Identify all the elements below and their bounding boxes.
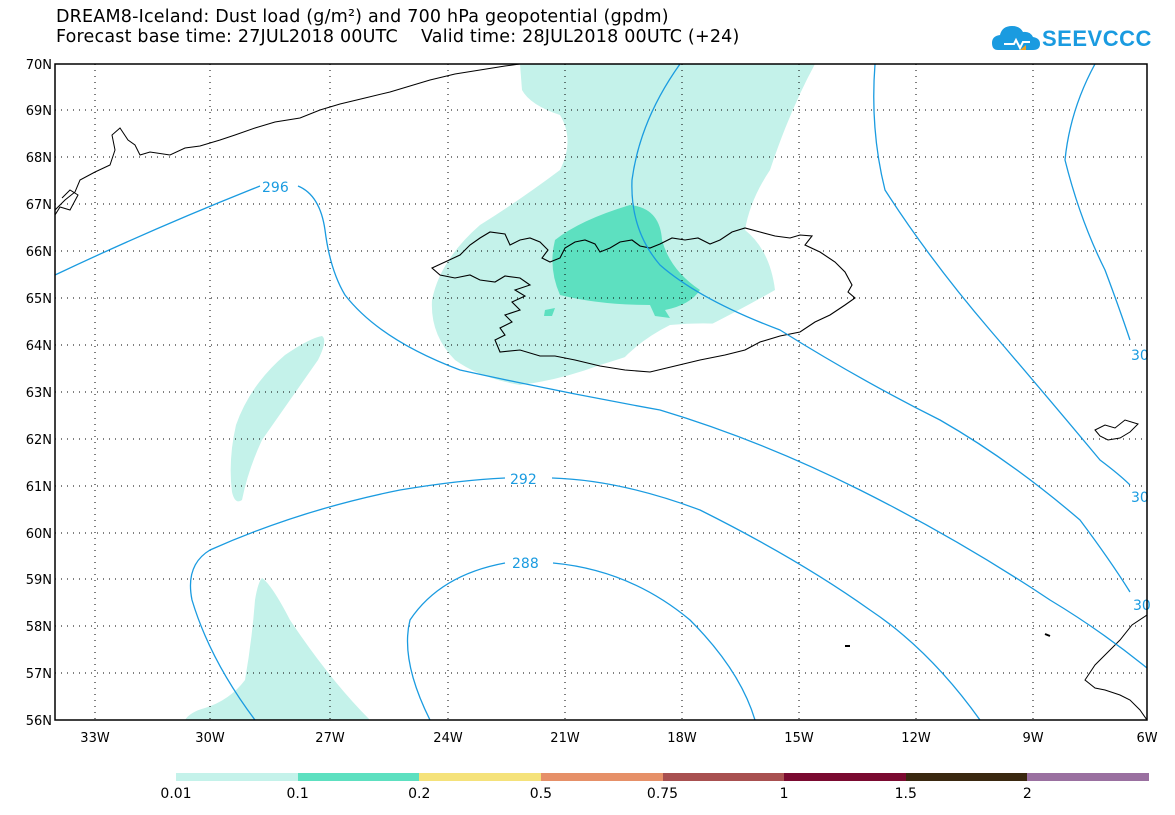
contour-292 [189, 477, 981, 720]
latitude-label: 67N [26, 198, 52, 213]
island-dot [1044, 633, 1051, 637]
longitude-label: 27W [315, 731, 345, 746]
logo-text: SEEVCCC [1042, 26, 1152, 51]
longitude-label: 33W [80, 731, 110, 746]
latitude-label: 66N [26, 245, 52, 260]
faroe-coastline [1094, 419, 1139, 441]
contour-label-292: 292 [510, 472, 537, 488]
latitude-label: 56N [26, 714, 52, 729]
contour-300c [1064, 64, 1131, 341]
legend-swatch [784, 773, 906, 781]
longitude-label: 6W [1136, 731, 1157, 746]
grid-lines [55, 64, 1147, 720]
latitude-label: 63N [26, 386, 52, 401]
contour-label-296: 296 [262, 180, 289, 196]
contour-296 [55, 185, 1147, 669]
legend-label: 0.75 [646, 786, 679, 802]
longitude-label: 24W [433, 731, 463, 746]
latitude-label: 68N [26, 151, 52, 166]
latitude-axis: 70N 69N 68N 67N 66N 65N 64N 63N 62N 61N 60N 59N 58N 5… [26, 58, 52, 729]
latitude-label: 61N [26, 480, 52, 495]
legend-label: 0.2 [408, 786, 431, 802]
latitude-label: 58N [26, 620, 52, 635]
legend-swatch [662, 773, 785, 781]
color-legend [176, 773, 1149, 781]
contour-label-300-a: 30 [1131, 348, 1149, 364]
contour-300a [631, 64, 1131, 593]
longitude-label: 21W [550, 731, 580, 746]
legend-label: 1 [779, 786, 789, 802]
latitude-label: 64N [26, 339, 52, 354]
iceland-coastline [430, 227, 856, 373]
legend-swatch [540, 773, 663, 781]
longitude-axis: 33W 30W 27W 24W 21W 18W 15W 12W 9W 6W [80, 731, 1157, 746]
legend-label: 2 [1022, 786, 1032, 802]
contour-300b [873, 64, 1131, 486]
legend-label: 0.5 [529, 786, 553, 802]
longitude-label: 15W [784, 731, 814, 746]
contour-288 [406, 562, 756, 720]
legend-swatch [419, 773, 541, 781]
latitude-label: 57N [26, 667, 52, 682]
legend-swatch [905, 773, 1028, 781]
map-area [55, 64, 1147, 720]
legend-swatch [297, 773, 420, 781]
legend-swatch [176, 773, 298, 781]
longitude-label: 30W [195, 731, 225, 746]
dust-area-low-south [185, 578, 370, 720]
latitude-label: 70N [26, 58, 52, 73]
latitude-label: 60N [26, 527, 52, 542]
latitude-label: 59N [26, 573, 52, 588]
contour-label-288: 288 [512, 556, 539, 572]
dust-area-mid-small [544, 308, 555, 316]
contour-label-300-b: 30 [1131, 490, 1149, 506]
latitude-label: 65N [26, 292, 52, 307]
latitude-label: 69N [26, 104, 52, 119]
cloud-logo-icon [992, 26, 1040, 51]
greenland-coastline [55, 64, 521, 211]
legend-label: 1.5 [894, 786, 917, 802]
latitude-label: 62N [26, 433, 52, 448]
contour-label-300-c: 30 [1133, 598, 1151, 614]
dust-area-low-west [230, 336, 325, 502]
legend-label: 0.1 [286, 786, 309, 802]
map-frame [54, 63, 1148, 721]
longitude-label: 18W [667, 731, 697, 746]
longitude-label: 12W [901, 731, 931, 746]
dust-area-mid [552, 205, 700, 318]
map-title: DREAM8-Iceland: Dust load (g/m²) and 700… [56, 7, 669, 27]
legend-swatch [1027, 773, 1149, 781]
iceland-unshaded-area [620, 323, 770, 365]
longitude-label: 9W [1022, 731, 1043, 746]
geopotential-contours [55, 64, 1147, 720]
scotland-coastline [1084, 614, 1147, 720]
legend-label: 0.01 [160, 786, 192, 802]
greenland-coastline-west [55, 189, 79, 216]
forecast-time-line: Forecast base time: 27JUL2018 00UTC Vali… [56, 27, 740, 47]
